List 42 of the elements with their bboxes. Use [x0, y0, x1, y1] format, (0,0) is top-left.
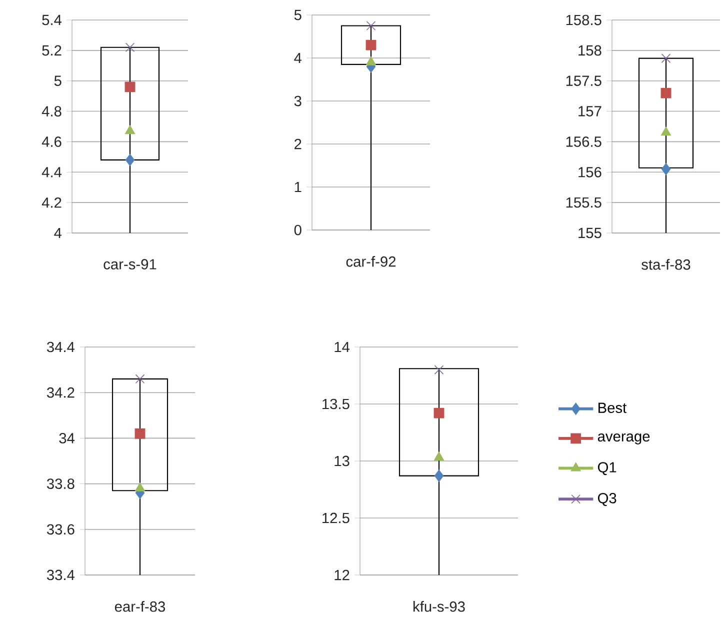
- legend-label: average: [598, 434, 650, 444]
- y-tick-label: 155.5: [566, 197, 602, 208]
- y-tick-label: 12.5: [322, 512, 350, 524]
- y-tick-label: 5: [54, 76, 62, 86]
- y-tick-label: 156: [578, 166, 602, 178]
- y-tick-label: 1: [294, 182, 302, 192]
- y-tick-label: 34.2: [46, 387, 74, 398]
- legend-label: Q1: [598, 462, 616, 476]
- y-tick-label: 156.5: [566, 136, 602, 147]
- y-tick-label: 12: [334, 570, 350, 580]
- y-tick-label: 158: [578, 45, 602, 56]
- legend-label: Best: [598, 402, 627, 413]
- y-tick-label: 4: [54, 228, 62, 238]
- y-tick-label: 13.5: [322, 398, 350, 410]
- y-tick-label: 0: [294, 224, 302, 236]
- y-tick-label: 5.2: [42, 45, 62, 56]
- y-tick-label: 33.6: [46, 524, 74, 535]
- y-tick-label: 155: [578, 228, 602, 238]
- legend-label: Q3: [598, 492, 616, 506]
- y-tick-label: 14: [334, 342, 350, 352]
- y-tick-label: 4.6: [42, 136, 62, 147]
- y-tick-label: 5.4: [42, 14, 62, 26]
- x-tick-label: kfu-s-93: [413, 601, 465, 612]
- y-tick-label: 4.8: [42, 106, 62, 116]
- y-tick-label: 34.4: [46, 342, 75, 352]
- y-tick-label: 33.8: [46, 478, 74, 489]
- y-tick-label: 158.5: [566, 14, 602, 26]
- y-tick-label: 3: [294, 96, 302, 106]
- y-tick-label: 34: [59, 433, 75, 444]
- x-tick-label: ear-f-83: [114, 601, 166, 612]
- x-tick-label: car-f-92: [346, 256, 396, 267]
- y-tick-label: 157: [578, 106, 602, 116]
- y-tick-label: 2: [294, 138, 302, 150]
- y-tick-label: 4.4: [42, 167, 62, 178]
- y-tick-label: 157.5: [566, 76, 602, 86]
- y-tick-label: 33.4: [46, 570, 75, 580]
- x-tick-label: car-s-91: [104, 259, 156, 270]
- y-tick-label: 5: [294, 10, 302, 20]
- y-tick-label: 4: [294, 52, 302, 64]
- x-tick-label: sta-f-83: [642, 259, 690, 270]
- y-tick-label: 4.2: [42, 197, 62, 208]
- y-tick-label: 13: [334, 456, 350, 466]
